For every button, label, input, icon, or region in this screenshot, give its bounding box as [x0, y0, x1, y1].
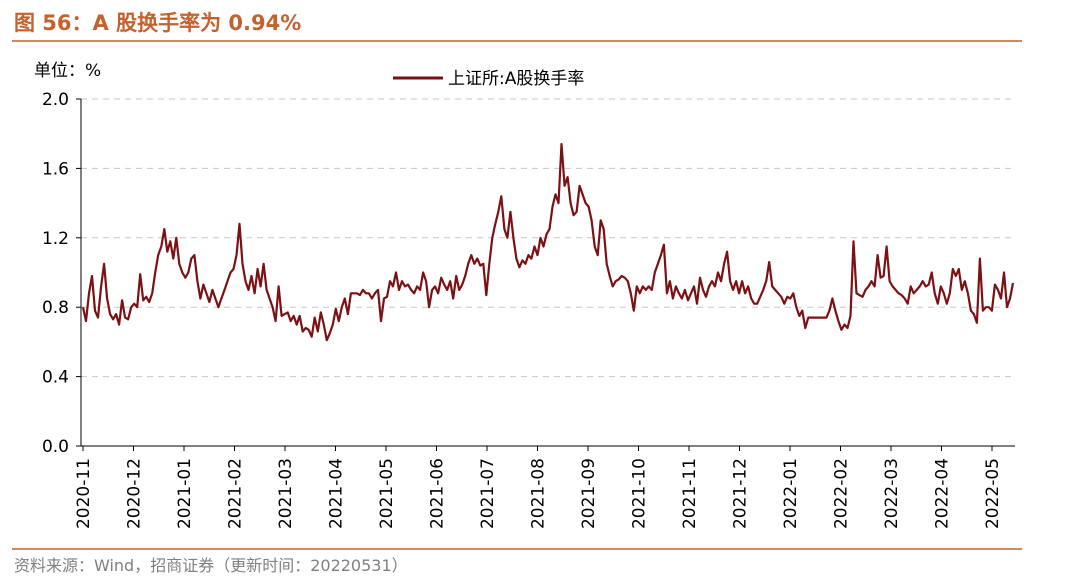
y-tick-label: 2.0 [42, 90, 69, 110]
data-line [81, 143, 1015, 342]
source: 资料来源：Wind，招商证券（更新时间：20220531） [14, 556, 408, 575]
y-tick-label: 1.2 [42, 229, 69, 249]
y-tick-label: 0.0 [42, 437, 69, 457]
x-tick-label: 2021-05 [377, 458, 397, 529]
x-tick-label: 2022-04 [933, 458, 953, 529]
x-tick-label: 2021-06 [428, 458, 448, 529]
x-tick-label: 2022-02 [832, 458, 852, 529]
chart-title: 图 56：A 股换手率为 0.94% [14, 11, 301, 35]
y-tick-label: 1.6 [42, 159, 69, 179]
x-tick-label: 2021-04 [327, 458, 347, 529]
x-tick-label: 2021-03 [276, 458, 296, 529]
x-tick-label: 2022-01 [781, 458, 801, 529]
x-tick-label: 2021-08 [529, 458, 549, 529]
x-tick-label: 2021-02 [226, 458, 246, 529]
x-tick-label: 2020-11 [74, 458, 94, 529]
legend-label: 上证所:A股换手率 [448, 69, 584, 89]
x-tick-label: 2020-12 [125, 458, 145, 529]
x-tick-label: 2021-01 [175, 458, 195, 529]
x-tick-label: 2021-09 [579, 458, 599, 529]
y-tick-label: 0.8 [42, 298, 69, 318]
y-tick-label: 0.4 [42, 368, 69, 388]
x-tick-label: 2021-10 [630, 458, 650, 529]
x-tick-label: 2022-05 [983, 458, 1003, 529]
x-tick-label: 2021-07 [478, 458, 498, 529]
x-tick-label: 2021-11 [680, 458, 700, 529]
unit-label: 单位：% [34, 61, 101, 81]
x-tick-label: 2021-12 [731, 458, 751, 529]
x-tick-label: 2022-03 [882, 458, 902, 529]
